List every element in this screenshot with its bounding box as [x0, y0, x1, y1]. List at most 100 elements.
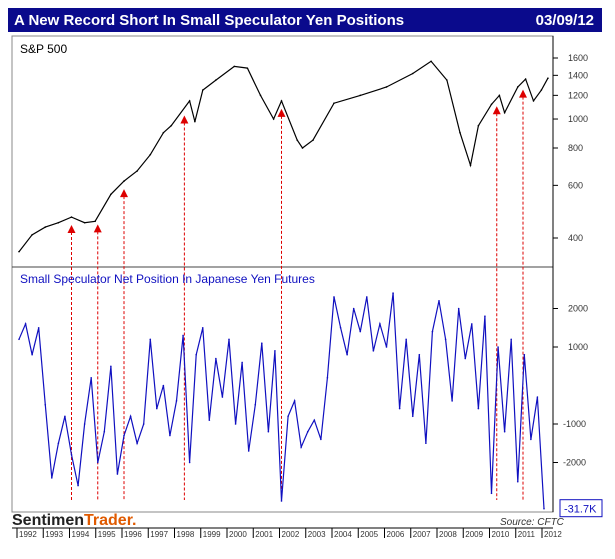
sp500-point [246, 67, 249, 69]
yen-point [215, 357, 217, 360]
yen-point [123, 434, 125, 437]
yen-point [352, 307, 355, 310]
yen-point [398, 407, 401, 410]
yen-point [484, 315, 486, 318]
yen-point [411, 415, 414, 418]
sp500-point [170, 124, 173, 127]
x-tick-label: 1994 [72, 530, 90, 539]
sp500-point [149, 153, 152, 156]
x-tick-label: 1992 [19, 530, 37, 539]
yen-point [339, 326, 342, 329]
sp-y-tick-label: 1200 [568, 90, 588, 100]
yen-point [149, 338, 152, 341]
yen-point [169, 434, 171, 437]
yen-point [90, 377, 92, 379]
signal-arrow [120, 189, 128, 198]
yen-point [516, 480, 519, 483]
sp500-point [31, 233, 33, 236]
yen-point [175, 400, 178, 402]
sp500-point [201, 89, 204, 91]
sp500-point [524, 78, 527, 80]
yen-point [444, 338, 447, 341]
sp500-point [280, 100, 283, 102]
yen-point [497, 346, 499, 348]
sp500-point [411, 72, 414, 75]
sp500-point [110, 193, 112, 196]
yen-point [228, 338, 230, 341]
x-tick-label: 2011 [518, 530, 536, 539]
yen-point [346, 353, 348, 356]
yen-point [530, 438, 532, 441]
yen-point [405, 338, 407, 341]
yen-point [208, 419, 211, 421]
yen-point [326, 377, 329, 379]
yen-point [510, 338, 512, 341]
x-tick-label: 2004 [334, 530, 352, 539]
yen-point [523, 353, 526, 356]
yen-y-tick-label: 1000 [568, 342, 588, 352]
sp500-point [57, 221, 60, 224]
sp500-point [70, 216, 73, 218]
yen-point [372, 350, 375, 352]
x-tick-label: 1995 [98, 530, 116, 539]
x-tick-label: 2003 [308, 530, 326, 539]
x-tick-label: 2012 [544, 530, 562, 539]
sp-y-tick-label: 400 [568, 233, 583, 243]
sp500-line [18, 60, 549, 253]
signal-arrow [180, 115, 189, 124]
x-tick-label: 2000 [229, 530, 247, 539]
sp500-point [446, 79, 448, 81]
yen-point [116, 473, 119, 475]
yen-point [83, 423, 86, 425]
yen-point [182, 334, 184, 337]
yen-panel-title: Small Speculator Net Position In Japanes… [20, 272, 315, 286]
sp500-point [459, 131, 461, 134]
chart-title: A New Record Short In Small Speculator Y… [14, 12, 405, 29]
yen-point [280, 500, 283, 502]
signal-arrow [519, 89, 527, 98]
yen-point [103, 430, 106, 433]
sp500-point [547, 77, 549, 79]
sp500-point [272, 118, 275, 120]
sentimentrader-logo: SentimenTrader. [12, 512, 137, 529]
sp-y-tick-label: 600 [568, 180, 583, 190]
sp500-point [430, 60, 432, 63]
last-value-box [559, 499, 603, 518]
sp500-point [477, 124, 480, 127]
sp500-panel-title: S&P 500 [20, 42, 68, 56]
yen-point [188, 461, 191, 464]
signal-arrow [492, 106, 501, 115]
last-value-label: -31.7K [564, 504, 597, 516]
sp500-point [312, 139, 314, 141]
yen-y-tick-label: -2000 [563, 458, 586, 468]
yen-point [431, 330, 434, 333]
sp500-point [359, 94, 362, 97]
yen-point [221, 396, 224, 398]
x-tick-label: 1993 [45, 530, 63, 539]
x-tick-label: 1997 [150, 530, 168, 539]
title-bar: A New Record Short In Small Speculator Y… [8, 8, 602, 32]
sp500-point [188, 100, 191, 102]
yen-point [359, 330, 362, 333]
x-tick-label: 2007 [413, 530, 431, 539]
sp500-point [532, 100, 535, 102]
sp500-point [259, 94, 262, 97]
yen-point [129, 415, 132, 418]
yen-y-tick-label: -1000 [563, 419, 586, 429]
yen-point [70, 454, 73, 456]
yen-point [241, 361, 243, 364]
sp500-point [83, 221, 86, 224]
yen-point [247, 450, 250, 452]
x-tick-label: 1999 [203, 530, 221, 539]
sp500-point [123, 180, 125, 182]
sp500-point [498, 94, 501, 97]
yen-point [18, 338, 20, 341]
yen-point [536, 396, 539, 398]
yen-point [490, 492, 493, 495]
yen-point [142, 423, 145, 425]
sp500-point [215, 79, 217, 81]
yen-point [471, 323, 473, 325]
yen-point [503, 430, 506, 433]
